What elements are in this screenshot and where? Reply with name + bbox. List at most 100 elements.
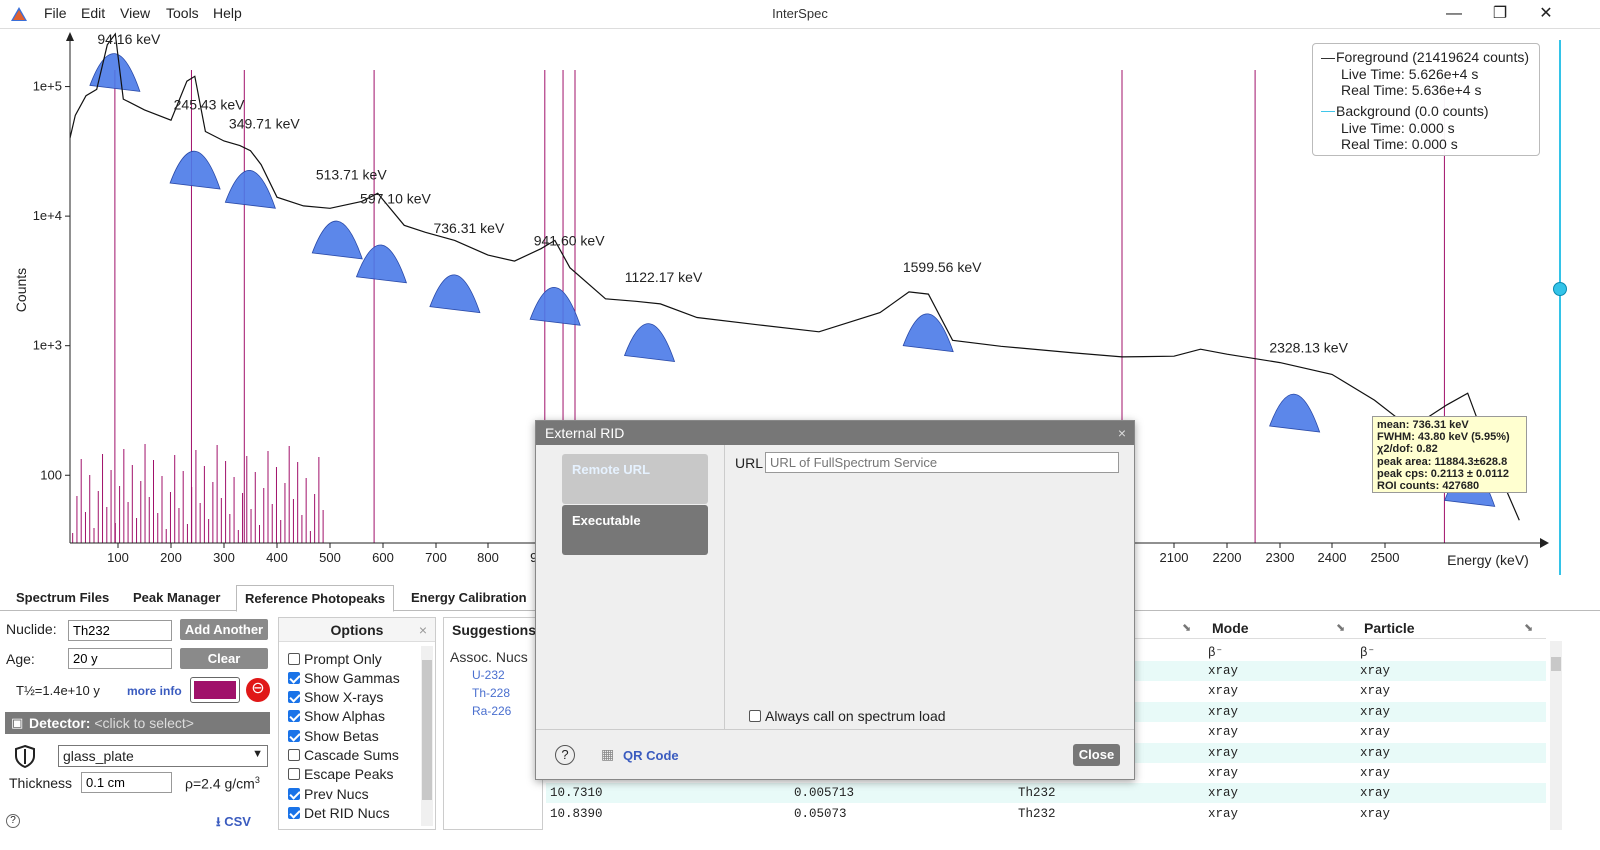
checkbox[interactable] [288,768,300,781]
chevron-down-icon: ▼ [252,748,263,760]
table-row[interactable]: xray xray [546,763,1546,783]
dialog-close-icon[interactable]: × [1117,425,1126,441]
close-window-icon[interactable]: ✕ [1539,5,1553,22]
csv-download-link[interactable]: ⭳ CSV [216,814,251,829]
sort-icon[interactable]: ⬊ [1524,622,1534,634]
remove-nuclide-icon[interactable]: ⊖ [246,678,270,702]
suggestion-ra226[interactable]: Ra-226 [472,704,512,718]
option-show-betas[interactable]: Show Betas [288,726,379,745]
menu-file[interactable]: File [44,5,67,21]
table-row[interactable]: xray xray [546,681,1546,701]
tooltip-cps: peak cps: 0.2113 ± 0.0112 [1377,467,1510,480]
executable-button[interactable]: Executable [562,505,708,555]
option-prompt-only[interactable]: Prompt Only [288,649,382,668]
sort-icon[interactable]: ⬊ [1182,622,1192,634]
suggestion-u232[interactable]: U-232 [472,668,505,682]
peak-label: 513.71 keV [316,166,387,182]
option-show-alphas[interactable]: Show Alphas [288,707,385,726]
checkbox[interactable] [288,806,300,819]
title-bar: File Edit View Tools Help InterSpec — ❐ … [0,0,1600,29]
table-scroll-thumb[interactable] [1551,657,1561,671]
option-prev-nucs[interactable]: Prev Nucs [288,784,369,803]
column-mode[interactable]: Mode [1212,620,1249,636]
help-icon[interactable]: ? [6,814,20,828]
peak-label: 1122.17 keV [625,269,703,285]
table-row[interactable]: 10.7310 0.005713 Th232 xray xray [546,783,1546,804]
tab-spectrum-files[interactable]: Spectrum Files [16,590,110,605]
assoc-nucs-label: Assoc. Nucs [450,649,528,665]
tooltip-area: peak area: 11884.3±628.8 [1377,455,1508,468]
legend-background-real: Real Time: 0.000 s [1341,136,1458,152]
y-axis-arrow-icon [66,32,74,41]
checkbox[interactable] [288,671,300,684]
close-button[interactable]: Close [1073,744,1120,766]
option-det-rid-nucs[interactable]: Det RID Nucs [288,803,390,822]
options-scroll-thumb[interactable] [422,660,432,800]
legend-foreground-name: Foreground (21419624 counts) [1336,49,1530,65]
nuclide-input[interactable] [68,620,172,641]
y-range-slider[interactable] [1553,40,1567,575]
cell-particle: xray [1360,684,1391,699]
tab-energy-calibration[interactable]: Energy Calibration [411,590,527,605]
peak-fill [529,287,581,326]
option-show-x-rays[interactable]: Show X-rays [288,688,383,707]
chart-legend: — Foreground (21419624 counts) Live Time… [1312,43,1540,156]
checkbox[interactable] [749,710,761,722]
option-label: Show Betas [304,727,379,744]
more-info-link[interactable]: more info [127,684,182,698]
tab-peak-manager[interactable]: Peak Manager [133,590,221,605]
maximize-icon[interactable]: ❐ [1492,5,1508,22]
checkbox[interactable] [288,652,300,665]
peak-fill [169,150,221,190]
url-input[interactable] [765,452,1119,473]
checkbox[interactable] [288,729,300,742]
checkbox[interactable] [288,691,300,704]
age-input[interactable] [68,648,172,669]
qr-code-link[interactable]: QR Code [623,748,679,763]
minimize-icon[interactable]: — [1446,5,1462,22]
download-icon: ⭳ [216,814,221,829]
menu-tools[interactable]: Tools [166,5,199,21]
column-particle[interactable]: Particle [1364,620,1415,636]
options-scrollbar[interactable] [421,646,433,826]
peak-fill [1269,393,1321,433]
table-row[interactable]: β⁻ β⁻ [546,641,1546,661]
option-label: Det RID Nucs [304,804,390,821]
add-another-button[interactable]: Add Another [180,619,268,640]
options-close-icon[interactable]: × [418,622,427,638]
tab-reference-photopeaks[interactable]: Reference Photopeaks [236,585,395,612]
suggestion-th228[interactable]: Th-228 [472,686,511,700]
peak-label: 2328.13 keV [1269,339,1348,355]
y-range-handle[interactable] [1553,282,1567,296]
menu-edit[interactable]: Edit [81,5,106,21]
detector-select-bar[interactable]: ▣ Detector: <click to select> [5,712,270,734]
checkbox[interactable] [288,710,300,723]
option-escape-peaks[interactable]: Escape Peaks [288,765,394,784]
menu-view[interactable]: View [120,5,151,21]
option-label: Show Gammas [304,669,400,686]
menu-help[interactable]: Help [213,5,242,21]
color-picker[interactable] [190,677,240,703]
peak-label: 1599.56 keV [903,259,982,275]
option-show-gammas[interactable]: Show Gammas [288,668,400,687]
option-label: Show Alphas [304,708,385,725]
clear-button[interactable]: Clear [180,648,268,669]
always-call-checkbox[interactable]: Always call on spectrum load [749,708,946,724]
sort-icon[interactable]: ⬊ [1336,622,1346,634]
cell-mode: β⁻ [1208,646,1224,660]
cell-particle: xray [1360,725,1391,740]
detector-hint: <click to select> [94,715,194,731]
help-icon[interactable]: ? [555,745,575,765]
table-scrollbar[interactable] [1550,641,1562,830]
table-row[interactable]: 10.8390 0.05073 Th232 xray xray [546,804,1546,824]
remote-url-button[interactable]: Remote URL [562,454,708,504]
option-cascade-sums[interactable]: Cascade Sums [288,746,399,765]
checkbox[interactable] [288,787,300,800]
table-row[interactable]: xray xray [546,722,1546,742]
shield-icon[interactable] [12,743,38,769]
x-tick-label: 300 [213,550,235,565]
x-tick-label: 2300 [1266,550,1295,565]
shield-material-select[interactable]: glass_plate ▼ [58,745,268,767]
thickness-input[interactable] [81,772,172,793]
checkbox[interactable] [288,749,300,761]
